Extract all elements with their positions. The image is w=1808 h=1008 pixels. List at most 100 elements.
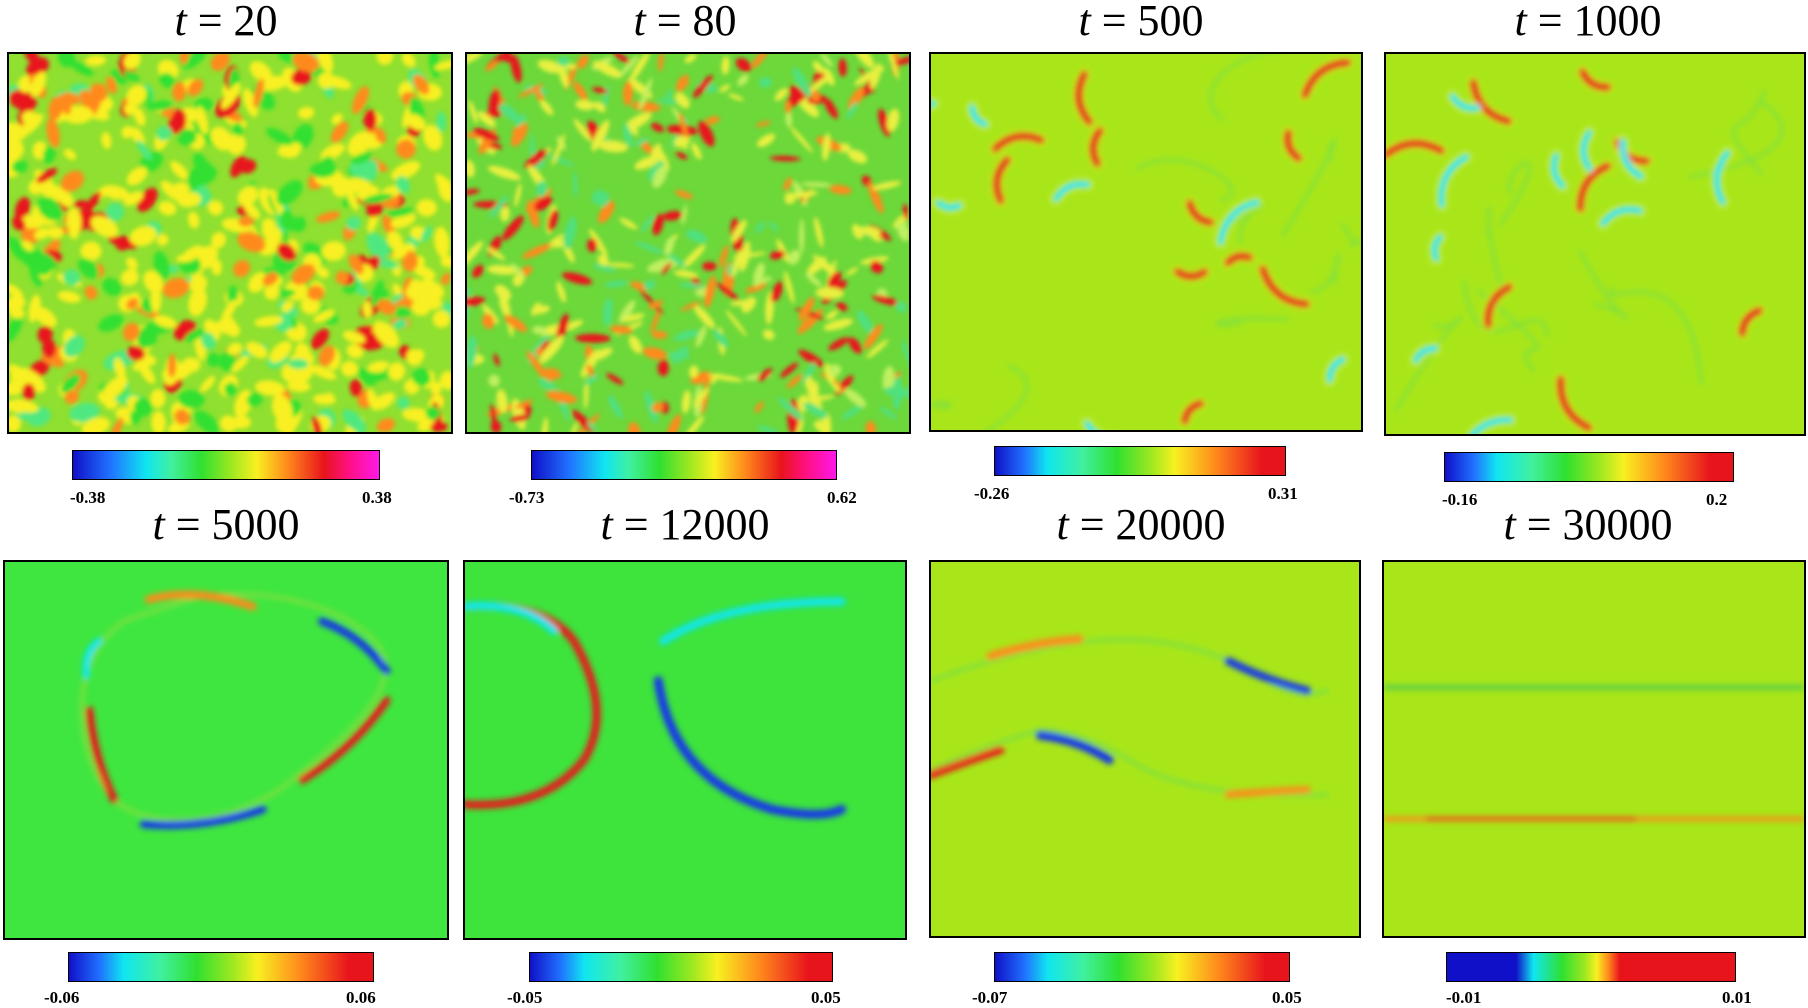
field-blob: [10, 367, 37, 388]
field-blob: [886, 108, 900, 132]
field-blob: [754, 221, 766, 234]
field-blob: [226, 322, 240, 337]
field-blob: [838, 58, 847, 77]
field-blob: [676, 74, 689, 92]
field-blob: [156, 125, 172, 141]
field-blob: [607, 262, 635, 268]
field-blob: [126, 85, 147, 106]
field-stroke: [1448, 92, 1481, 112]
field-blob: [757, 368, 773, 382]
field-stroke: [1089, 127, 1104, 168]
time-value: 30000: [1562, 500, 1673, 549]
field-blob: [531, 302, 541, 316]
field-blob: [430, 381, 442, 395]
field-blob: [310, 328, 330, 350]
field-stroke: [1301, 59, 1352, 99]
field-blob: [526, 200, 540, 228]
field-blob: [63, 148, 77, 160]
field-blob: [388, 362, 406, 381]
field-blob: [440, 255, 451, 268]
field-blob: [545, 153, 575, 167]
field-blob: [467, 296, 486, 307]
field-blob: [802, 362, 816, 384]
field-blob: [62, 269, 81, 287]
field-blob: [153, 251, 170, 280]
field-blob: [744, 283, 767, 293]
field-background: [1386, 54, 1804, 434]
field-blob: [406, 349, 419, 365]
field-stroke: [1052, 180, 1092, 203]
field-blob: [192, 152, 208, 175]
field-blob: [539, 335, 564, 364]
field-blob: [440, 272, 451, 286]
field-blob: [46, 226, 64, 239]
field-blob: [177, 128, 197, 146]
field-blob: [411, 264, 436, 280]
field-blob: [477, 111, 496, 127]
field-blob: [589, 228, 608, 257]
field-blob: [376, 54, 394, 65]
field-stroke: [1578, 249, 1628, 320]
field-blob: [619, 217, 638, 230]
field-stroke: [659, 597, 846, 646]
field-blob: [807, 395, 835, 402]
field-blob: [863, 323, 883, 350]
field-blob: [485, 247, 506, 261]
field-blob: [126, 257, 138, 270]
field-blob: [284, 409, 303, 432]
field-blob: [606, 373, 624, 385]
field-blob: [537, 378, 556, 391]
field-blob: [801, 182, 832, 187]
field-blob: [296, 372, 309, 383]
field-blob: [254, 380, 286, 396]
field-blob: [664, 236, 675, 256]
field-blob: [622, 81, 633, 106]
field-blob: [869, 63, 882, 90]
field-plot: [929, 52, 1363, 432]
field-blob: [227, 285, 239, 305]
field-blob: [367, 388, 379, 411]
field-blob: [230, 155, 246, 178]
field-blob: [9, 415, 21, 432]
field-blob: [650, 306, 661, 335]
field-stroke: [1386, 140, 1445, 159]
field-blob: [591, 120, 610, 152]
field-blob: [887, 54, 900, 80]
colorbar: [1446, 952, 1736, 982]
field-blob: [80, 241, 102, 261]
field-blob: [684, 415, 704, 432]
field-blob: [689, 365, 699, 378]
field-stroke: [82, 637, 103, 680]
field-stroke: [1431, 233, 1444, 263]
time-value: 20: [233, 0, 278, 45]
equals-sign: =: [186, 0, 234, 45]
field-blob: [159, 72, 177, 89]
field-blob: [813, 420, 832, 432]
field-blob: [123, 54, 141, 70]
field-blob: [207, 200, 224, 216]
field-blob: [318, 345, 336, 367]
field-blob: [348, 254, 364, 275]
colorbar: [994, 952, 1290, 982]
field-blob: [342, 330, 366, 344]
panel-t20: t = 20 -0.38 0.38: [0, 0, 453, 507]
field-blob: [37, 196, 63, 221]
field-blob: [237, 231, 266, 253]
field-blob: [436, 111, 447, 133]
field-blob: [827, 271, 842, 288]
field-blob: [269, 340, 292, 363]
field-blob: [376, 418, 396, 432]
field-blob: [643, 279, 656, 291]
field-canvas: [931, 562, 1359, 936]
field-stroke: [1186, 199, 1215, 226]
field-stroke: [1284, 129, 1303, 162]
panel-t1000: t = 1000 -0.16 0.2: [1368, 0, 1808, 509]
time-symbol: t: [1503, 500, 1516, 549]
field-blob: [291, 263, 316, 285]
panel-t12000: t = 12000 -0.05 0.05: [455, 500, 915, 1008]
field-plot: [463, 560, 907, 940]
field-blob: [866, 339, 889, 359]
field-blob: [883, 386, 909, 398]
field-blob: [534, 196, 553, 211]
field-blob: [396, 396, 410, 410]
